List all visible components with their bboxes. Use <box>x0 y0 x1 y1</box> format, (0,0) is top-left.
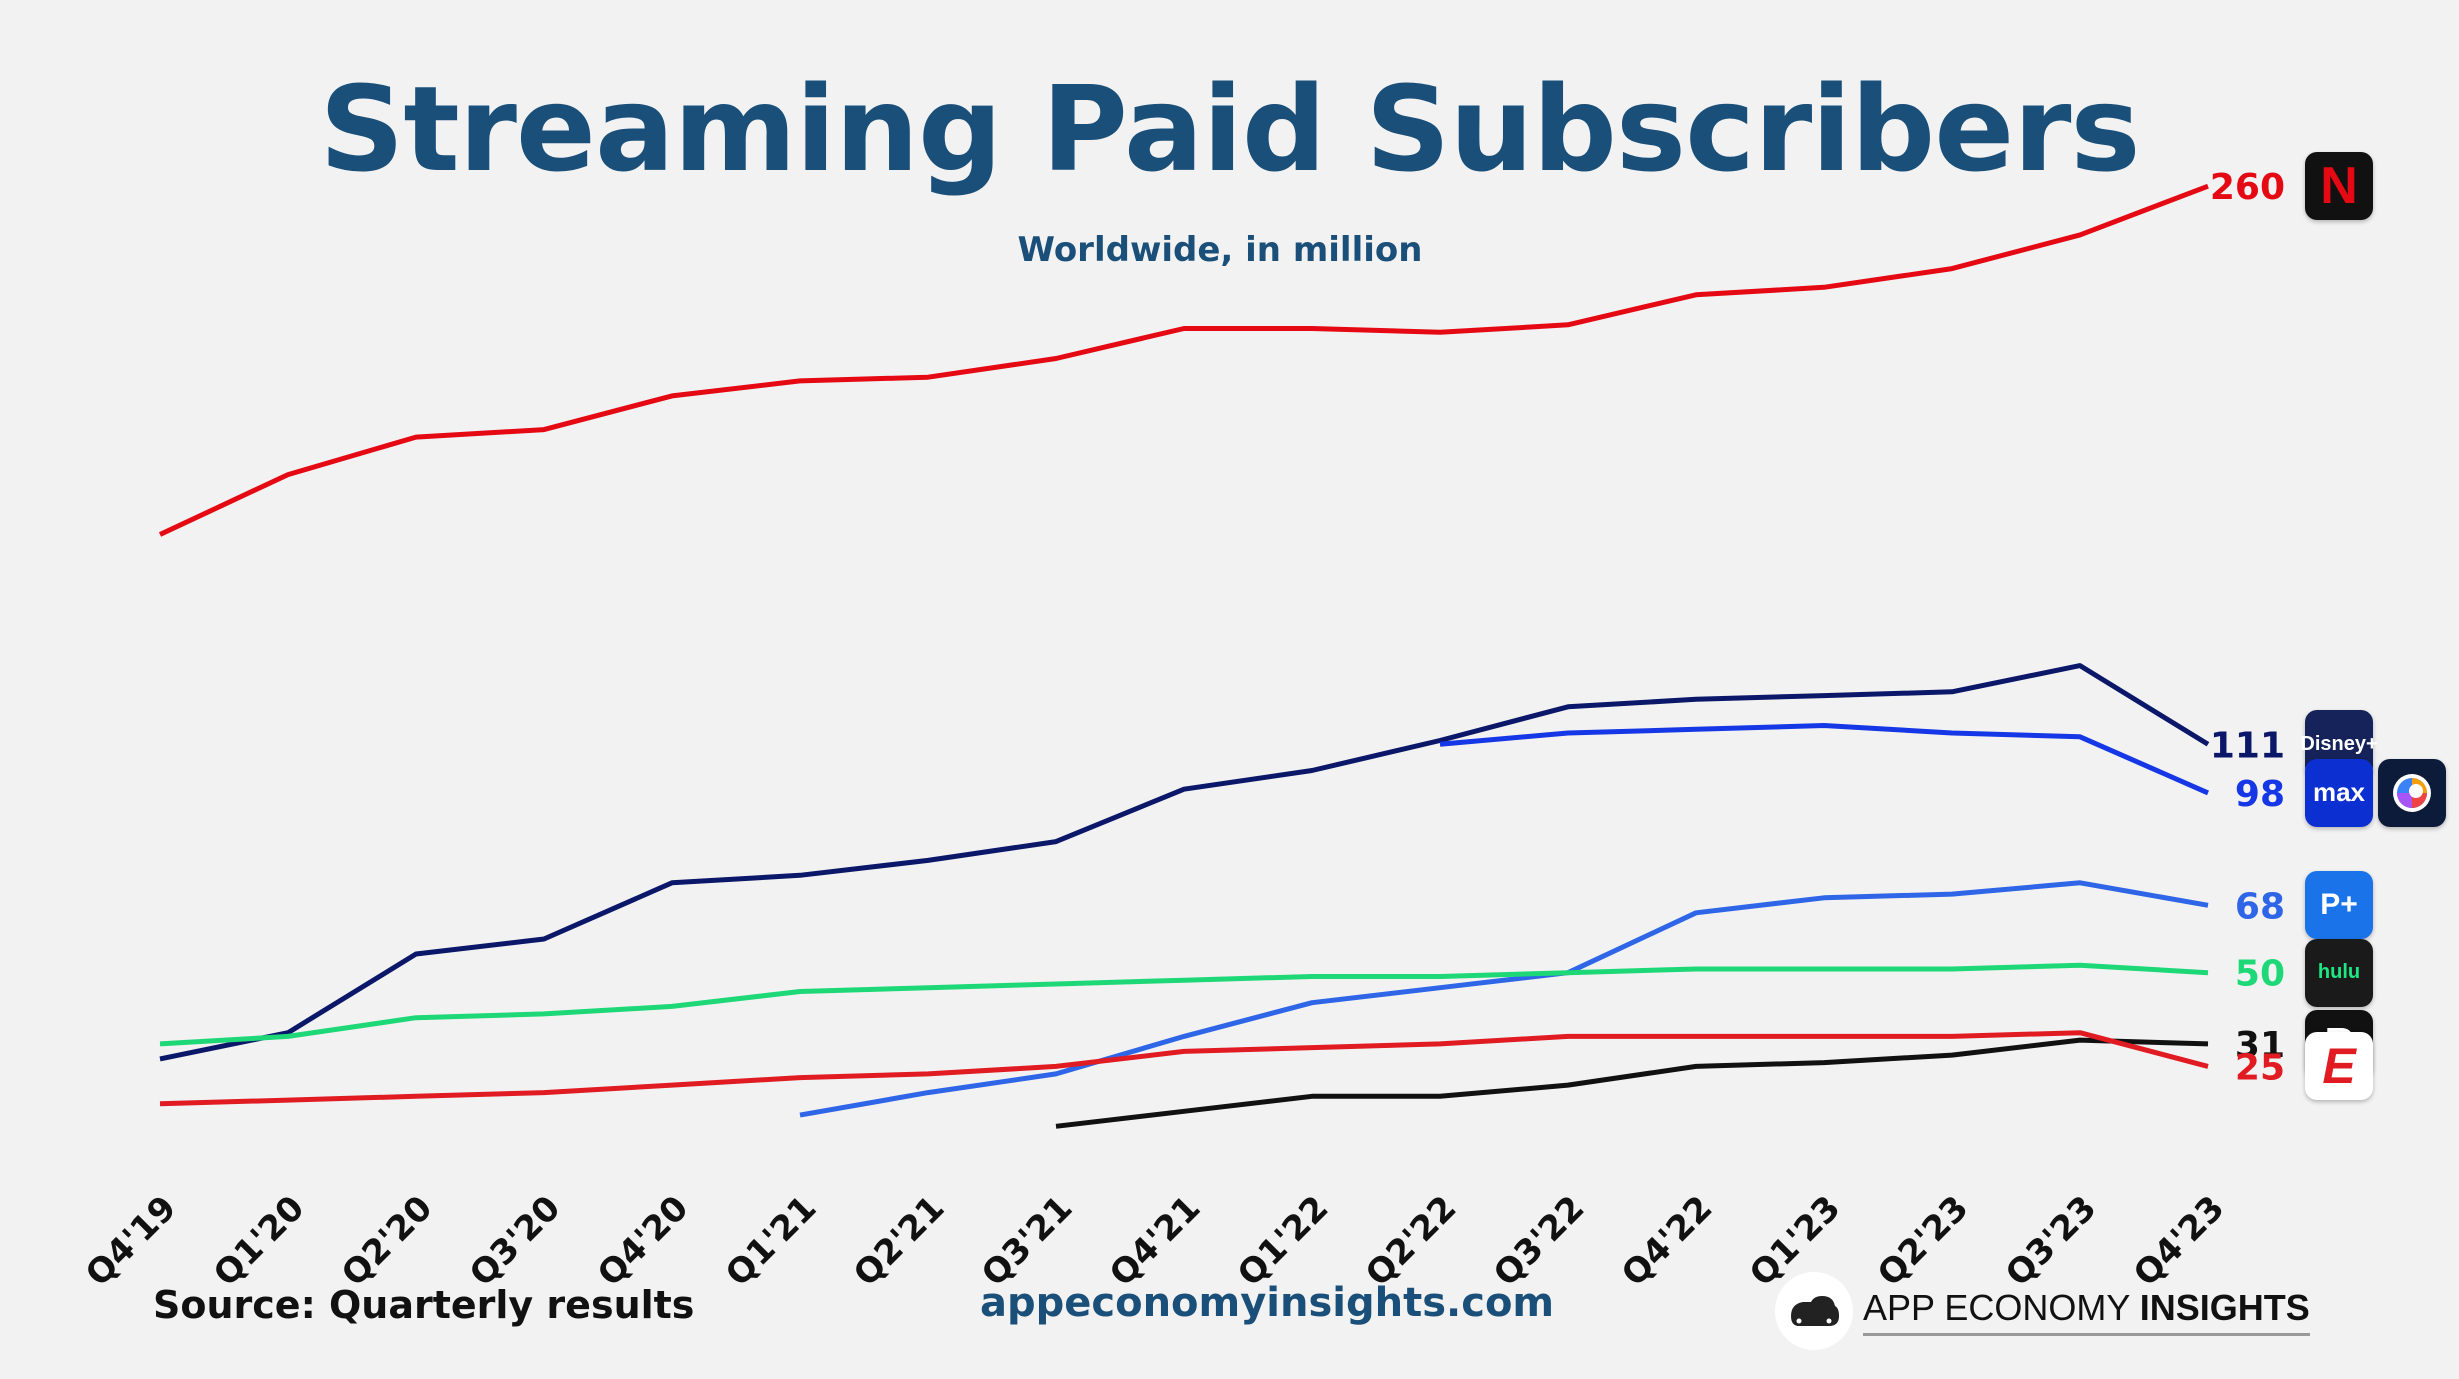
x-tick-label: Q1'20 <box>206 1188 312 1294</box>
x-tick-label: Q1'22 <box>1230 1188 1336 1294</box>
brand-footer: APP ECONOMY INSIGHTS <box>1775 1272 2310 1350</box>
x-tick-label: Q4'22 <box>1614 1188 1720 1294</box>
brand-name: APP ECONOMY INSIGHTS <box>1863 1287 2310 1336</box>
page-subtitle: Worldwide, in million <box>1017 230 1423 270</box>
x-tick-label: Q2'22 <box>1358 1188 1464 1294</box>
end-label-disney-plus: 111 <box>2210 725 2285 766</box>
x-tick-label: Q4'19 <box>78 1188 184 1294</box>
max-logo-icon: max <box>2305 758 2373 827</box>
series-line-disney-plus <box>159 663 2210 1062</box>
series-line-netflix <box>158 183 2209 537</box>
end-label-espn-plus: 25 <box>2235 1047 2285 1088</box>
end-label-peacock: 31 <box>2235 1025 2285 1066</box>
website-link[interactable]: appeconomyinsights.com <box>980 1280 1555 1326</box>
x-tick-label: Q3'20 <box>462 1188 568 1294</box>
discovery-plus-logo-icon <box>2378 758 2446 827</box>
x-tick-label: Q1'21 <box>718 1188 824 1294</box>
x-tick-label: Q3'22 <box>1486 1188 1592 1294</box>
x-tick-label: Q3'21 <box>974 1188 1080 1294</box>
series-line-hulu <box>159 962 2209 1047</box>
series-line-max <box>1439 723 2210 796</box>
paramount-plus-logo-icon: P+ <box>2305 871 2373 940</box>
espn-plus-logo-icon: E <box>2305 1032 2373 1101</box>
source-note: Source: Quarterly results <box>153 1283 695 1327</box>
end-label-max: 98 <box>2235 774 2285 815</box>
hulu-logo-icon: hulu <box>2305 938 2373 1007</box>
page-title: Streaming Paid Subscribers <box>319 60 2140 198</box>
series-line-espn-plus <box>159 1030 2209 1107</box>
x-tick-label: Q2'20 <box>334 1188 440 1294</box>
x-tick-label: Q4'20 <box>590 1188 696 1294</box>
x-tick-label: Q4'21 <box>1102 1188 1208 1294</box>
end-label-netflix: 260 <box>2210 167 2285 208</box>
x-tick-label: Q2'21 <box>846 1188 952 1294</box>
series-line-peacock <box>1055 1037 2209 1129</box>
end-label-hulu: 50 <box>2235 954 2285 995</box>
series-line-paramount-plus <box>799 880 2209 1118</box>
netflix-logo-icon: N <box>2305 152 2373 221</box>
controller-logo-icon <box>1775 1272 1853 1350</box>
end-label-paramount-plus: 68 <box>2235 886 2285 927</box>
